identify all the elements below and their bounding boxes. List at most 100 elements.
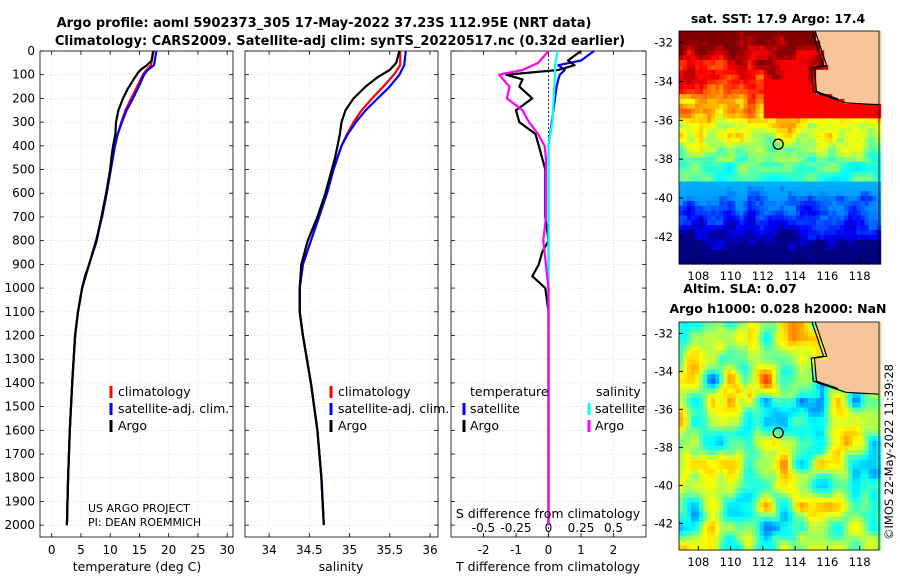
- map-cell: [872, 162, 878, 168]
- map-cell: [795, 118, 801, 124]
- map-cell: [860, 360, 866, 366]
- y-tick-label: 900: [12, 257, 35, 271]
- map-cell: [783, 426, 789, 432]
- map-cell: [840, 142, 845, 149]
- map-cell: [795, 383, 801, 390]
- map-cell: [820, 162, 825, 168]
- map-cell: [751, 230, 757, 236]
- map-cell: [767, 459, 773, 466]
- map-cell: [832, 162, 837, 168]
- map-cell: [731, 147, 737, 153]
- map-cell: [707, 132, 712, 139]
- map-cell: [791, 345, 797, 352]
- map-cell: [791, 374, 797, 380]
- map-cell: [808, 345, 813, 352]
- map-cell: [812, 331, 817, 337]
- map-cell: [860, 103, 866, 110]
- map-cell: [703, 181, 708, 187]
- map-cell: [683, 89, 688, 95]
- map-cell: [731, 64, 737, 71]
- map-cell: [707, 379, 712, 385]
- map-cell: [703, 220, 708, 226]
- map-cell: [787, 234, 793, 241]
- map-cell: [832, 407, 837, 413]
- map-cell: [751, 31, 757, 37]
- map-cell: [771, 407, 777, 413]
- map-cell: [836, 171, 841, 178]
- map-cell: [864, 383, 870, 390]
- map-cell: [775, 450, 781, 456]
- map-cell: [711, 326, 716, 333]
- map-cell: [719, 31, 724, 37]
- map-cell: [743, 474, 749, 480]
- map-cell: [739, 55, 745, 61]
- map-cell: [775, 166, 781, 173]
- map-cell: [695, 239, 700, 246]
- map-cell: [679, 239, 684, 246]
- map-cell: [723, 512, 728, 518]
- map-cell: [844, 521, 849, 527]
- map-cell: [812, 417, 817, 423]
- map-cell: [715, 431, 720, 437]
- map-cell: [812, 493, 817, 499]
- map-cell: [804, 45, 809, 52]
- map-cell: [683, 113, 688, 119]
- map-cell: [791, 103, 797, 110]
- map-cell: [683, 383, 688, 390]
- map-cell: [816, 249, 821, 255]
- map-cell: [868, 259, 874, 265]
- map-cell: [719, 531, 724, 537]
- map-cell: [747, 421, 753, 428]
- map-cell: [783, 254, 789, 260]
- map-cell: [695, 497, 700, 504]
- map-cell: [795, 186, 801, 192]
- map-cell: [679, 69, 684, 76]
- map-cell: [703, 196, 708, 202]
- map-cell: [755, 210, 761, 217]
- map-cell: [735, 196, 741, 202]
- map-cell: [695, 474, 700, 480]
- map-cell: [715, 507, 720, 513]
- map-cell: [791, 249, 797, 255]
- map-cell: [804, 341, 809, 347]
- map-cell: [791, 205, 797, 212]
- map-cell: [795, 69, 801, 76]
- map-cell: [715, 440, 720, 447]
- map-cell: [824, 215, 829, 221]
- map-cell: [816, 507, 821, 513]
- map-cell: [699, 436, 704, 442]
- map-cell: [691, 118, 696, 124]
- y-tick-label: 700: [12, 210, 35, 224]
- map-cell: [856, 336, 862, 342]
- map-cell: [727, 69, 733, 76]
- map-cell: [763, 497, 769, 504]
- map-cell: [860, 113, 866, 119]
- map-cell: [767, 128, 773, 134]
- map-cell: [687, 322, 692, 328]
- map-cell: [767, 464, 773, 470]
- map-cell: [840, 166, 845, 173]
- map-cell: [687, 176, 692, 183]
- map-cell: [739, 512, 745, 518]
- map-cell: [719, 220, 724, 226]
- y-tick-label: 1600: [4, 423, 35, 437]
- map-cell: [812, 239, 817, 246]
- map-cell: [787, 60, 793, 66]
- map-cell: [743, 152, 749, 158]
- map-cell: [707, 244, 712, 251]
- map-cell: [791, 137, 797, 144]
- map-cell: [771, 398, 777, 404]
- map-cell: [727, 426, 733, 432]
- map-cell: [820, 483, 825, 489]
- map-cell: [791, 230, 797, 236]
- map-cell: [840, 186, 845, 192]
- map-cell: [868, 478, 874, 485]
- map-cell: [683, 79, 688, 85]
- map-cell: [735, 393, 741, 399]
- map-cell: [755, 137, 761, 144]
- map-cell: [707, 488, 712, 494]
- map-cell: [836, 436, 841, 442]
- map-cell: [751, 341, 757, 347]
- map-cell: [868, 55, 874, 61]
- map-cell: [791, 55, 797, 61]
